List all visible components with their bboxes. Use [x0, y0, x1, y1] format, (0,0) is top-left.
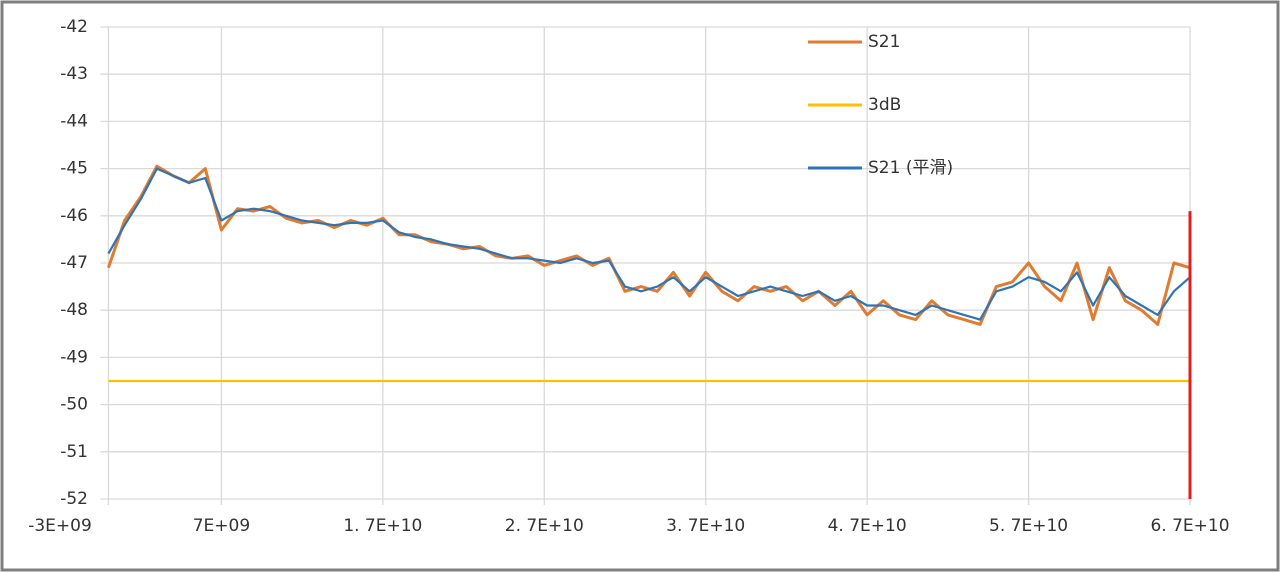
y-tick-label: -48 [60, 300, 88, 320]
series-line [107, 167, 1191, 321]
x-tick-label: 7E+09 [193, 516, 250, 536]
y-tick-label: -49 [60, 347, 88, 367]
y-tick-label: -45 [60, 159, 88, 179]
y-tick-label: -46 [60, 206, 88, 226]
y-tick-label: -51 [60, 442, 88, 462]
x-tick-label: 4. 7E+10 [828, 516, 907, 536]
legend-label: S21 [868, 32, 900, 52]
y-tick-label: -50 [60, 395, 88, 415]
x-tick-label: 2. 7E+10 [505, 516, 584, 536]
y-tick-label: -47 [60, 253, 88, 273]
x-tick-label: 6. 7E+10 [1150, 516, 1229, 536]
y-tick-label: -42 [60, 17, 88, 37]
y-tick-label: -43 [60, 64, 88, 84]
legend-label: 3dB [868, 95, 901, 115]
y-tick-label: -44 [60, 111, 88, 131]
legend-label: S21 (平滑) [868, 158, 953, 178]
x-tick-label: 3. 7E+10 [666, 516, 745, 536]
x-tick-label: -3E+09 [28, 516, 92, 536]
x-tick-label: 1. 7E+10 [343, 516, 422, 536]
x-tick-label: 5. 7E+10 [989, 516, 1068, 536]
y-tick-label: -52 [60, 489, 88, 509]
